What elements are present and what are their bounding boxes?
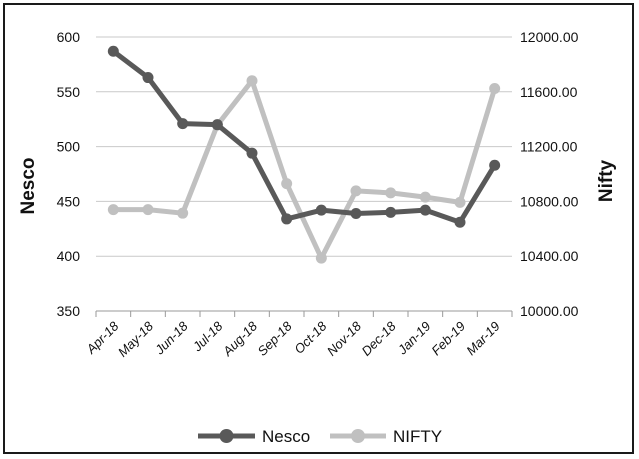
chart-frame — [3, 3, 634, 454]
right-tick-label: 12000.00 — [520, 29, 579, 45]
legend-label: NIFTY — [393, 427, 442, 446]
x-tick-label: Jan-19 — [394, 319, 433, 358]
data-point — [489, 83, 501, 95]
x-tick-label: Feb-19 — [428, 319, 468, 359]
legend-label: Nesco — [262, 427, 310, 446]
left-tick-label: 500 — [57, 139, 81, 155]
series-layer — [107, 45, 501, 264]
left-tick-label: 350 — [57, 303, 81, 319]
left-tick-label: 550 — [57, 84, 81, 100]
data-point — [177, 207, 189, 219]
legend: Nesco NIFTY — [198, 427, 442, 446]
x-tick-label: Nov-18 — [324, 318, 365, 359]
legend-swatch-marker — [219, 429, 234, 443]
series-nesco — [107, 45, 501, 228]
data-point — [246, 147, 258, 159]
data-point — [489, 159, 501, 171]
x-tick-label: May-18 — [115, 318, 157, 360]
legend-swatch-marker — [351, 429, 365, 443]
data-point — [211, 119, 223, 131]
data-point — [350, 207, 362, 219]
data-point — [315, 252, 327, 264]
data-point — [246, 75, 258, 87]
series-nifty — [107, 75, 501, 264]
x-tick-label: Sep-18 — [255, 318, 296, 359]
series-line — [113, 78, 498, 261]
y-axis-title-left: Nesco — [18, 157, 39, 214]
left-tick-label: 450 — [57, 193, 81, 209]
x-tick-label: Aug-18 — [219, 318, 261, 360]
data-point — [281, 178, 293, 190]
left-axis-ticks: 600 550 500 450 400 350 — [57, 29, 81, 319]
data-point — [177, 118, 189, 130]
x-tick-label: Mar-19 — [463, 319, 503, 359]
left-tick-label: 400 — [57, 248, 81, 264]
right-axis-ticks: 12000.00 11600.00 11200.00 10800.00 10400.00… — [520, 29, 579, 319]
series-line — [111, 49, 497, 225]
x-tick-label: Oct-18 — [291, 318, 330, 357]
right-tick-label: 10400.00 — [520, 248, 579, 264]
legend-item: NIFTY — [330, 427, 442, 446]
right-tick-label: 11200.00 — [520, 139, 578, 155]
data-point — [419, 191, 431, 203]
data-point — [454, 216, 466, 228]
data-point — [107, 45, 119, 57]
x-tick-label: Jun-18 — [151, 318, 191, 358]
right-tick-label: 10800.00 — [520, 193, 579, 209]
data-point — [107, 204, 119, 216]
data-point — [350, 185, 362, 197]
data-point — [454, 196, 466, 208]
data-point — [281, 213, 293, 225]
legend-item: Nesco — [198, 427, 310, 446]
data-point — [315, 204, 327, 216]
right-tick-label: 10000.00 — [520, 303, 579, 319]
data-point — [385, 206, 397, 218]
data-point — [142, 72, 154, 84]
x-tick-label: Dec-18 — [359, 318, 400, 359]
left-tick-label: 600 — [57, 29, 81, 45]
data-point — [419, 204, 431, 216]
data-point — [142, 204, 154, 216]
data-point — [385, 187, 397, 199]
y-axis-title-right: Nifty — [596, 159, 617, 202]
right-tick-label: 11600.00 — [520, 84, 578, 100]
gridlines — [96, 36, 512, 312]
